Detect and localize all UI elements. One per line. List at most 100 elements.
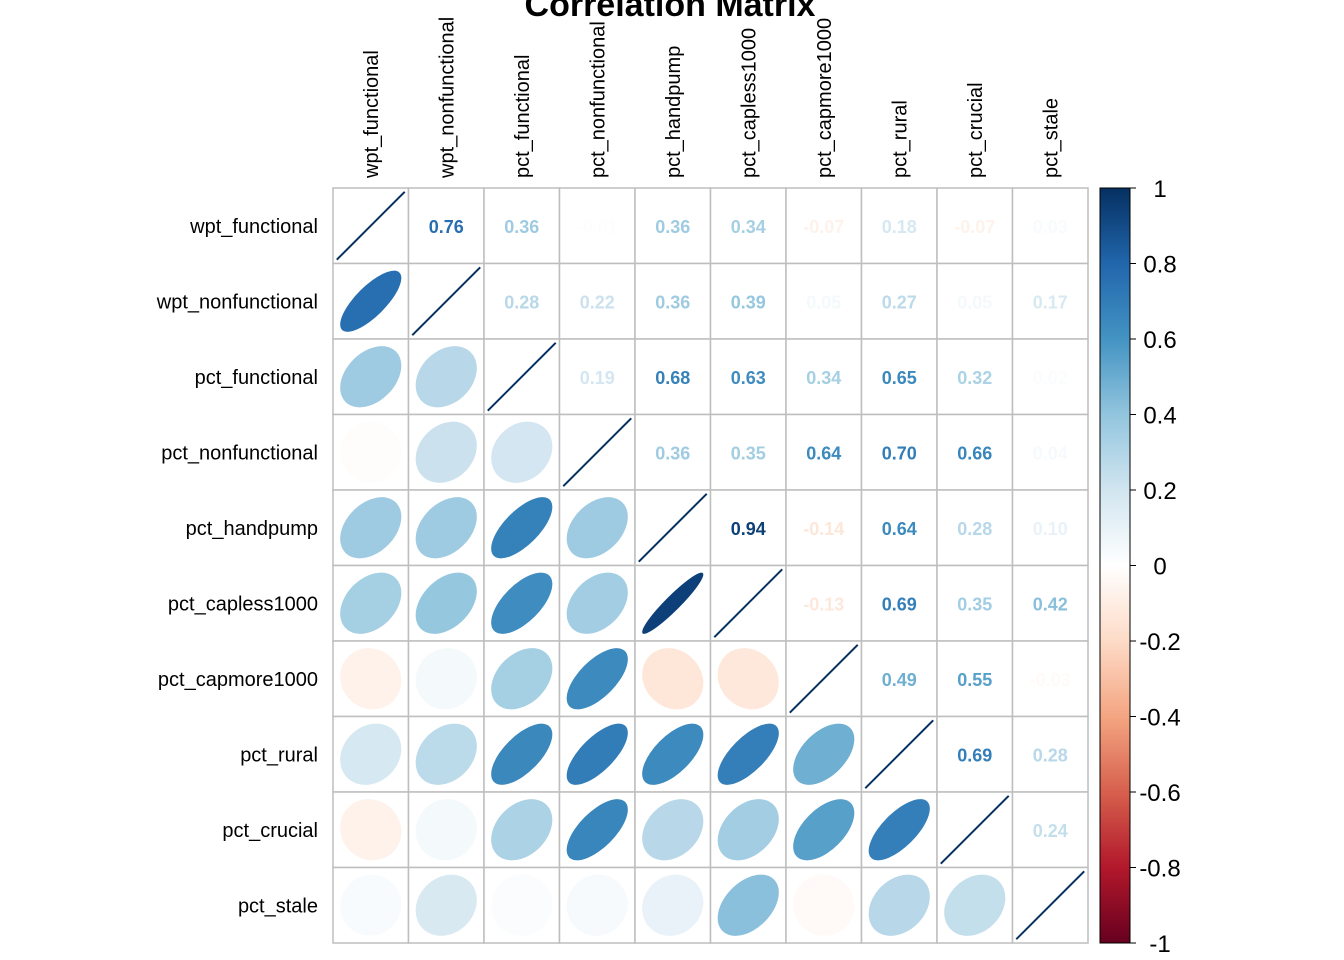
diagonal-mark <box>638 493 708 563</box>
correlation-value: 0.28 <box>957 519 992 539</box>
correlation-value: 0.65 <box>882 368 917 388</box>
correlation-value: 0.64 <box>882 519 917 539</box>
correlation-value: 0.05 <box>806 292 841 312</box>
column-label: wpt_nonfunctional <box>436 17 458 179</box>
correlation-ellipse <box>566 874 628 936</box>
correlation-ellipse <box>491 799 553 861</box>
row-label: pct_handpump <box>186 518 318 540</box>
column-label: pct_handpump <box>663 46 685 178</box>
column-label: pct_stale <box>1040 98 1062 178</box>
correlation-value: 0.17 <box>1033 292 1068 312</box>
colorbar-tick-label: 0.6 <box>1143 327 1176 354</box>
matrix-cell <box>785 564 863 642</box>
correlation-ellipse <box>340 497 402 559</box>
column-label: pct_functional <box>512 55 534 178</box>
diagonal-mark <box>713 568 783 638</box>
correlation-ellipse <box>340 874 402 936</box>
colorbar-tick-label: 0.2 <box>1143 478 1176 505</box>
matrix-cell <box>1011 338 1089 416</box>
column-label: pct_rural <box>889 100 911 178</box>
row-labels: wpt_functional wpt_nonfunctional pct_funct… <box>156 216 318 918</box>
correlation-ellipse <box>340 648 402 710</box>
correlation-value: 0.19 <box>580 368 615 388</box>
correlation-ellipse <box>340 270 402 332</box>
matrix-cell <box>860 338 938 416</box>
correlation-ellipse <box>415 723 477 785</box>
diagonal-mark <box>336 191 406 261</box>
matrix-cell <box>936 564 1014 642</box>
correlation-ellipse <box>717 723 779 785</box>
correlation-value: 0.27 <box>882 292 917 312</box>
matrix-cell <box>634 262 712 340</box>
correlation-value: 0.55 <box>957 670 992 690</box>
matrix-cell <box>936 187 1014 265</box>
correlation-ellipse <box>944 874 1006 936</box>
correlation-value: 0.36 <box>504 217 539 237</box>
correlation-ellipse <box>340 346 402 408</box>
colorbar-tick-label: 0.8 <box>1143 252 1176 279</box>
row-label: pct_nonfunctional <box>161 442 318 464</box>
row-label: pct_capless1000 <box>168 593 318 615</box>
correlation-ellipse <box>717 648 779 710</box>
correlation-ellipse <box>415 346 477 408</box>
correlation-value: 0.35 <box>731 443 766 463</box>
correlation-value: -0.01 <box>577 217 618 237</box>
colorbar-tick-label: 0.4 <box>1143 403 1176 430</box>
correlation-ellipse <box>491 648 553 710</box>
correlation-ellipse <box>868 874 930 936</box>
correlation-value: 0.32 <box>957 368 992 388</box>
diagonal-mark <box>411 266 481 336</box>
matrix-cell <box>558 262 636 340</box>
row-label: pct_crucial <box>222 820 318 842</box>
correlation-ellipse <box>566 799 628 861</box>
correlation-ellipse <box>793 723 855 785</box>
correlation-ellipse <box>491 497 553 559</box>
chart-title: Correlation Matrix <box>525 0 816 24</box>
correlation-ellipse <box>491 421 553 483</box>
matrix-cell <box>936 489 1014 567</box>
column-label: wpt_functional <box>361 50 383 179</box>
correlation-value: -0.07 <box>954 217 995 237</box>
matrix-cell <box>1011 791 1089 869</box>
correlation-value: -0.03 <box>1030 670 1071 690</box>
correlation-ellipse <box>566 723 628 785</box>
correlation-ellipse <box>415 874 477 936</box>
correlation-value: 0.28 <box>1033 745 1068 765</box>
column-label: pct_crucial <box>965 82 987 178</box>
correlation-value: 0.24 <box>1033 821 1068 841</box>
correlation-value: 0.42 <box>1033 594 1068 614</box>
correlation-value: -0.07 <box>803 217 844 237</box>
matrix-cell <box>709 489 787 567</box>
correlation-value: 0.02 <box>1033 368 1068 388</box>
correlation-value: 0.04 <box>1033 443 1068 463</box>
correlation-ellipse <box>566 497 628 559</box>
correlation-value: 0.39 <box>731 292 766 312</box>
matrix-cell <box>936 413 1014 491</box>
correlation-ellipse <box>642 648 704 710</box>
matrix-cell <box>860 413 938 491</box>
diagonal-mark <box>864 719 934 789</box>
correlation-ellipse <box>717 874 779 936</box>
row-label: wpt_functional <box>189 216 318 238</box>
correlation-ellipse <box>415 572 477 634</box>
correlation-value: 0.76 <box>429 217 464 237</box>
diagonal-mark <box>487 342 557 412</box>
matrix-cell <box>709 187 787 265</box>
correlation-ellipse <box>415 648 477 710</box>
matrix-cell <box>936 715 1014 793</box>
correlation-value: 0.66 <box>957 443 992 463</box>
correlation-value: 0.36 <box>655 217 690 237</box>
correlation-value: 0.34 <box>731 217 766 237</box>
correlation-value: 0.35 <box>957 594 992 614</box>
matrix-cells: 0.76 0.36 -0.01 0.36 0.34 -0.07 0.18 -0.07 0.03 0… <box>332 187 1089 944</box>
colorbar-tick-label: 1 <box>1153 176 1166 203</box>
correlation-value: 0.18 <box>882 217 917 237</box>
correlation-ellipse <box>340 723 402 785</box>
matrix-cell <box>1011 489 1089 567</box>
colorbar: 1 0.8 0.6 0.4 0.2 0 -0.2 -0.4 -0.6 -0.8 -1 <box>1099 176 1181 958</box>
row-label: pct_capmore1000 <box>158 669 318 691</box>
colorbar-tick-label: -0.8 <box>1139 856 1180 883</box>
matrix-cell <box>634 413 712 491</box>
matrix-cell <box>785 413 863 491</box>
